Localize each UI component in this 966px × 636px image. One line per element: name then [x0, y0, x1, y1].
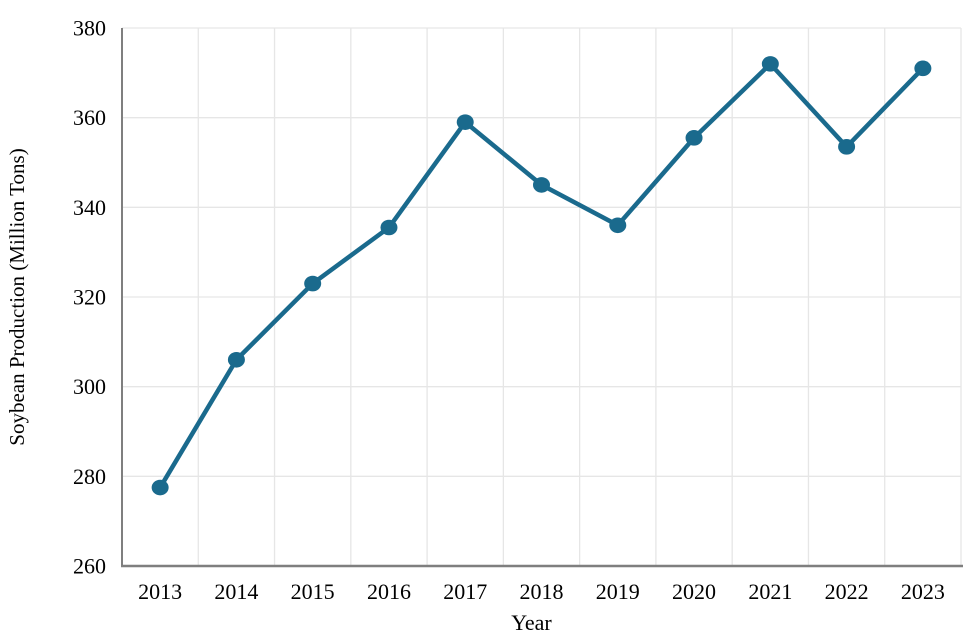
y-axis-tick-label: 380: [73, 16, 106, 41]
x-axis-tick-label: 2018: [520, 579, 564, 604]
data-point: [685, 130, 703, 146]
data-point: [227, 351, 245, 368]
data-point: [380, 219, 398, 236]
x-axis-tick-label: 2013: [138, 579, 182, 604]
y-axis-tick-label: 280: [73, 464, 106, 489]
data-point: [533, 177, 550, 193]
x-axis-tick-label: 2016: [367, 579, 411, 604]
data-point: [456, 114, 474, 130]
data-point: [609, 217, 627, 234]
data-point: [151, 479, 169, 496]
x-axis-tick-label: 2020: [672, 579, 716, 604]
x-axis-tick-label: 2022: [825, 579, 869, 604]
data-point: [761, 56, 779, 72]
y-axis-tick-label: 340: [73, 195, 106, 220]
x-axis-tick-label: 2015: [291, 579, 335, 604]
data-point: [914, 60, 932, 77]
y-axis-tick-label: 320: [73, 285, 106, 310]
x-axis-tick-label: 2019: [596, 579, 640, 604]
data-point: [304, 275, 322, 292]
x-axis-tick-label: 2023: [901, 579, 945, 604]
y-axis-tick-label: 260: [73, 554, 106, 579]
x-axis-tick-label: 2014: [214, 579, 258, 604]
data-point: [838, 139, 856, 155]
y-axis-tick-label: 360: [73, 105, 106, 130]
x-axis-title: Year: [511, 610, 552, 635]
y-axis-tick-label: 300: [73, 374, 106, 399]
x-axis-tick-label: 2017: [443, 579, 487, 604]
x-axis-tick-label: 2021: [748, 579, 792, 604]
y-axis-title: Soybean Production (Million Tons): [5, 148, 29, 445]
